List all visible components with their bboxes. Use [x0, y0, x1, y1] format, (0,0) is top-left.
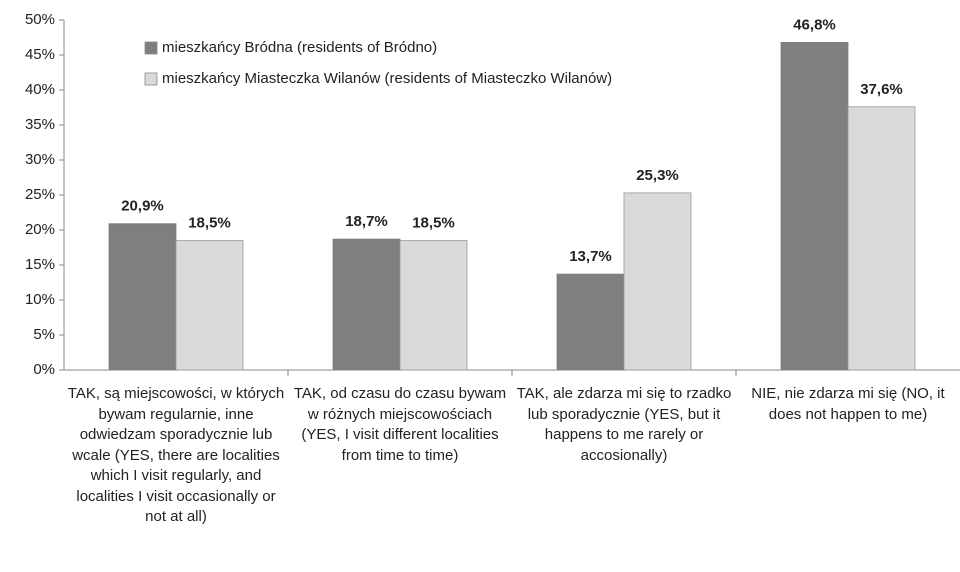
y-tick-label: 35%: [25, 116, 55, 133]
y-tick-label: 5%: [33, 326, 55, 343]
value-label: 18,5%: [412, 214, 455, 231]
x-tick-label: TAK, ale zdarza mi się to rzadko lub spo…: [516, 385, 732, 464]
value-label: 18,5%: [188, 214, 231, 231]
value-label: 25,3%: [636, 167, 679, 184]
bar: [175, 240, 244, 371]
y-tick-label: 10%: [25, 291, 55, 308]
value-label: 13,7%: [569, 248, 612, 265]
value-label: 37,6%: [860, 81, 903, 98]
value-label: 20,9%: [121, 198, 164, 215]
y-tick-label: 20%: [25, 221, 55, 238]
y-tick-label: 40%: [25, 81, 55, 98]
y-tick-label: 45%: [25, 46, 55, 63]
y-tick-label: 25%: [25, 186, 55, 203]
x-tick-label: NIE, nie zdarza mi się (NO, it does not …: [751, 385, 945, 423]
x-tick-label: TAK, od czasu do czasu bywam w różnych m…: [293, 385, 507, 464]
bar: [332, 238, 401, 371]
y-tick-label: 50%: [25, 11, 55, 28]
bar: [847, 106, 916, 371]
y-tick-label: 30%: [25, 151, 55, 168]
y-tick-label: 15%: [25, 256, 55, 273]
legend-swatch: [144, 41, 158, 55]
value-label: 46,8%: [793, 16, 836, 33]
bar: [556, 273, 625, 371]
value-label: 18,7%: [345, 213, 388, 230]
legend-swatch: [144, 72, 158, 86]
legend-label: mieszkańcy Bródna (residents of Bródno): [162, 39, 437, 56]
legend-label: mieszkańcy Miasteczka Wilanów (residents…: [162, 70, 612, 87]
y-tick-label: 0%: [33, 361, 55, 378]
bar: [623, 192, 692, 371]
bar: [108, 223, 177, 371]
bar: [399, 240, 468, 371]
bar: [780, 42, 849, 371]
x-tick-label: TAK, są miejscowości, w których bywam re…: [67, 385, 285, 525]
